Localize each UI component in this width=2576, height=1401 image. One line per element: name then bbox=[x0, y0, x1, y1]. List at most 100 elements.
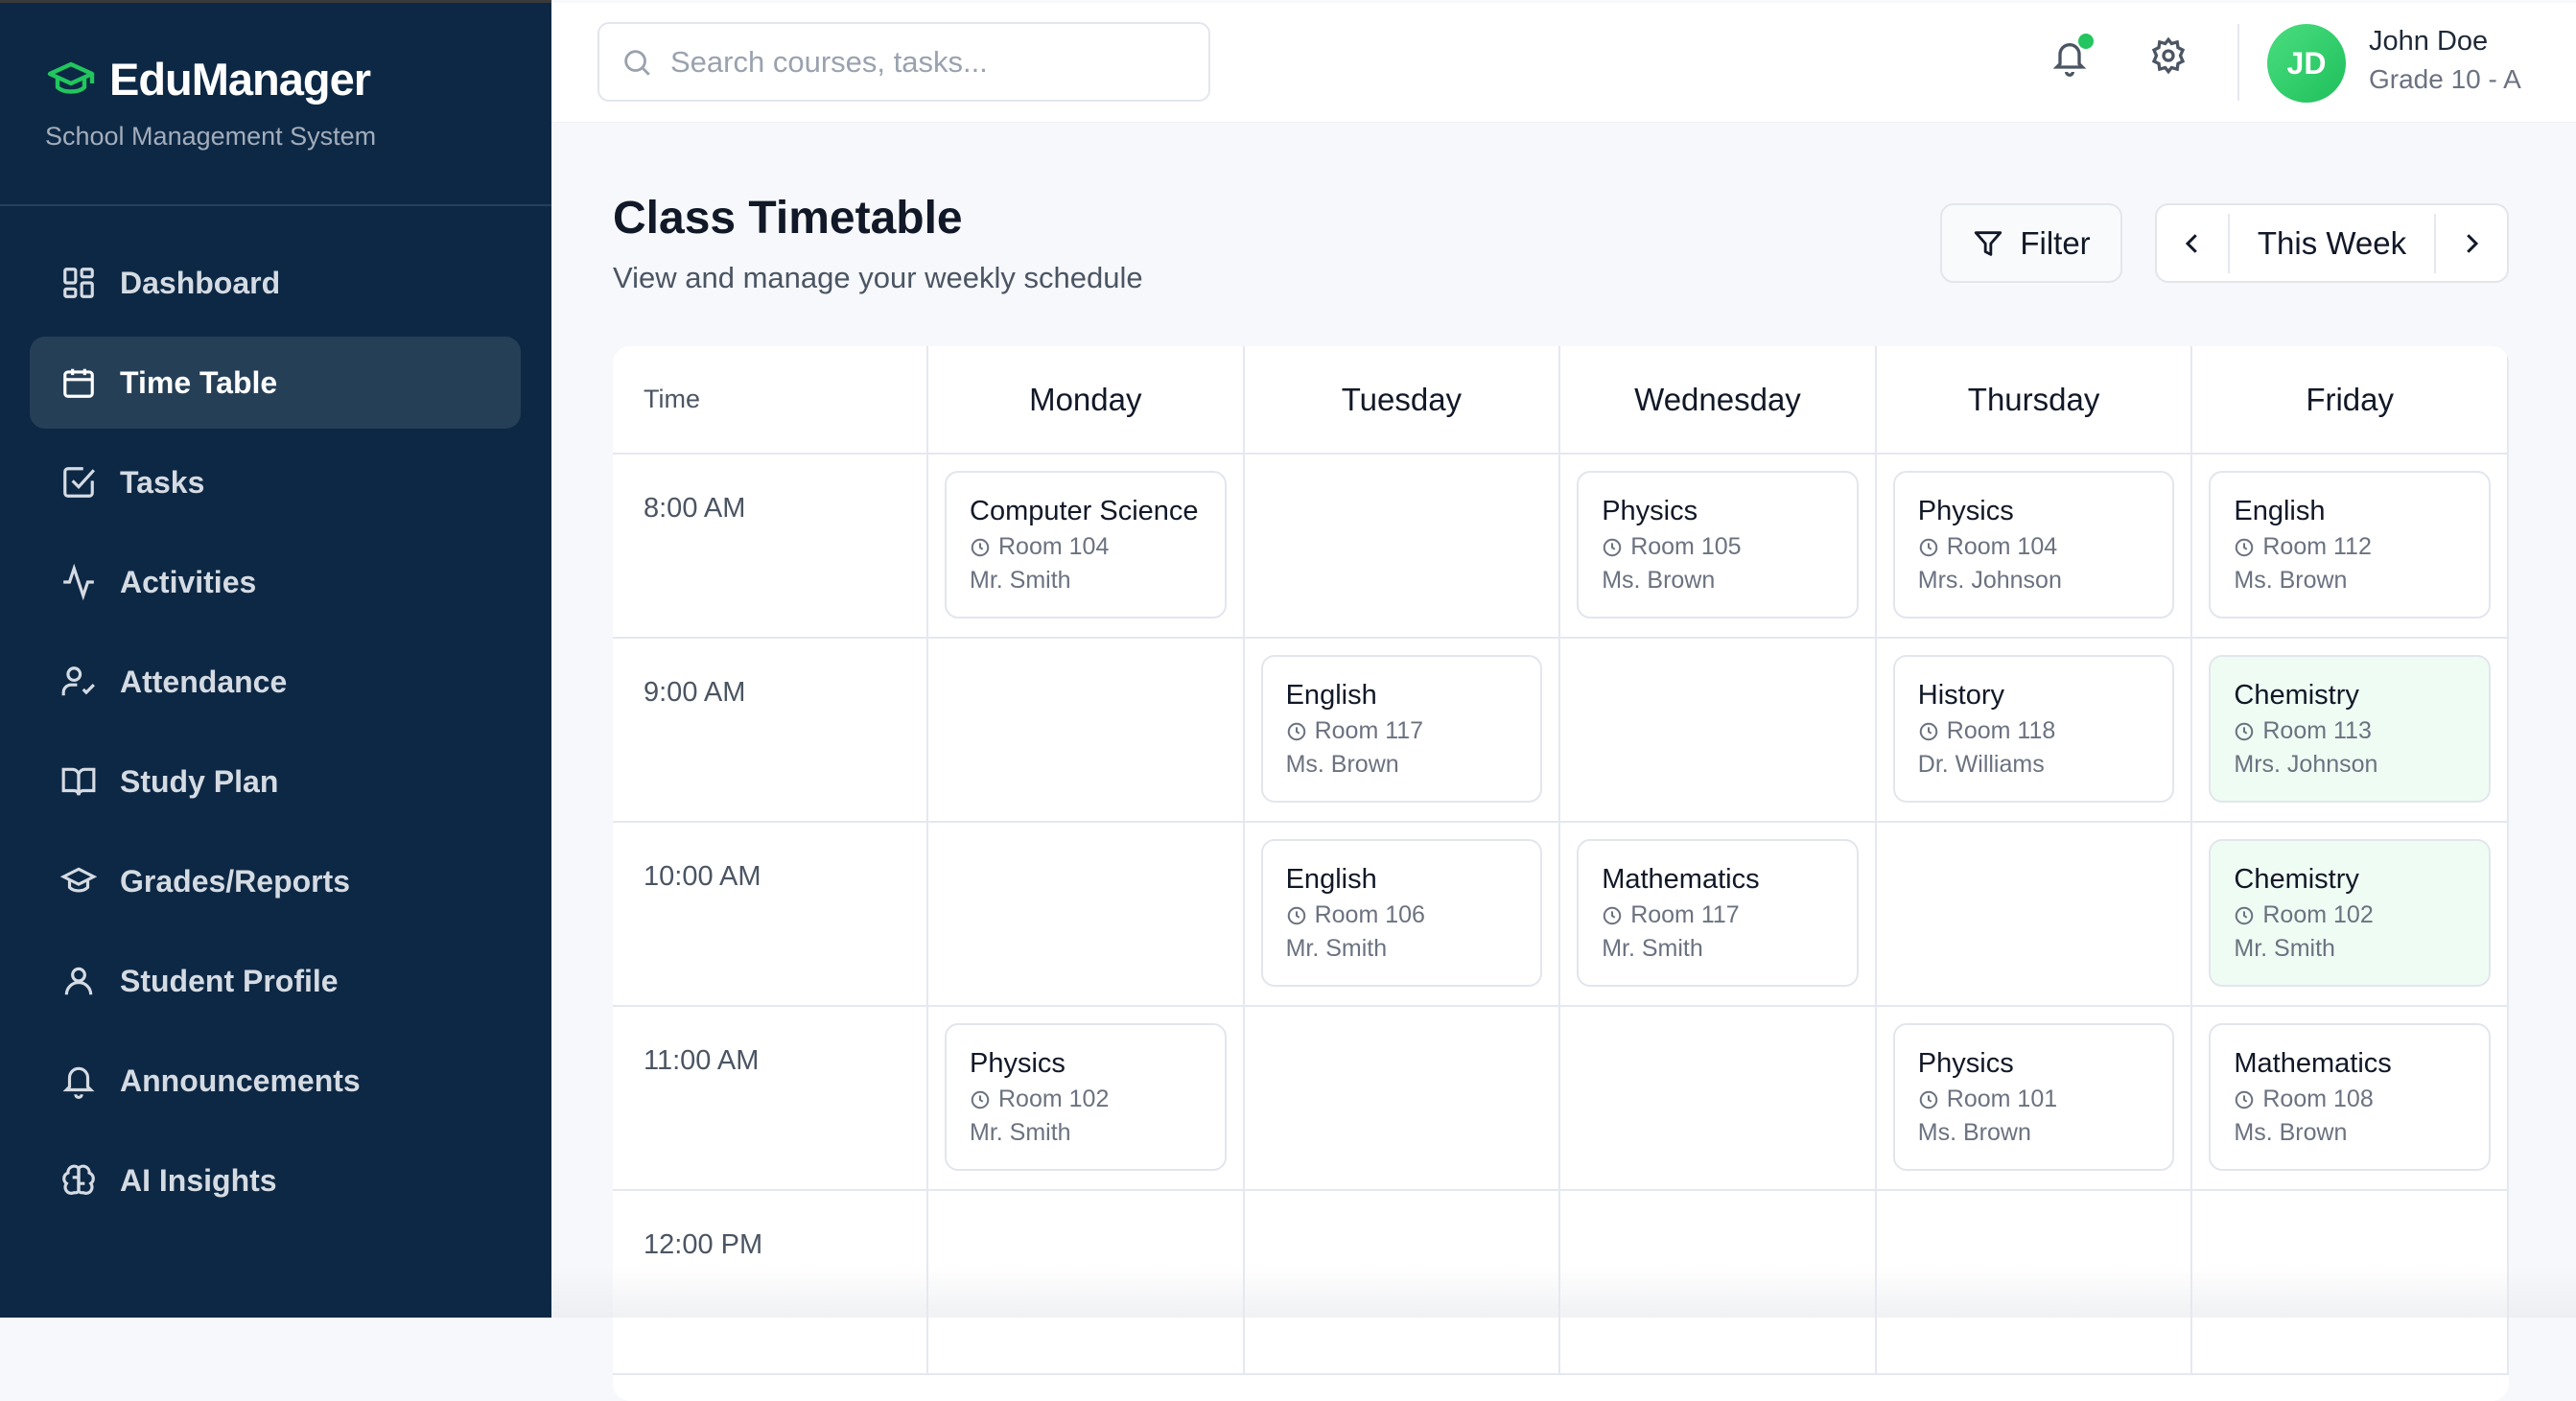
notifications-button[interactable] bbox=[2050, 34, 2094, 79]
class-card[interactable]: Mathematics Room 117 Mr. Smith bbox=[1577, 839, 1859, 987]
class-card[interactable]: Chemistry Room 113 Mrs. Johnson bbox=[2209, 655, 2491, 803]
class-card[interactable]: English Room 112 Ms. Brown bbox=[2209, 471, 2491, 619]
calendar-icon bbox=[63, 368, 94, 398]
class-room: Room 108 bbox=[2234, 1086, 2489, 1113]
settings-button[interactable] bbox=[2149, 36, 2191, 79]
class-subject: Physics bbox=[1602, 496, 1698, 526]
timetable-cell[interactable] bbox=[1560, 1007, 1877, 1189]
class-teacher: Mr. Smith bbox=[970, 567, 1071, 594]
class-subject: Mathematics bbox=[2234, 1048, 2392, 1079]
avatar[interactable]: JD bbox=[2267, 24, 2346, 103]
class-card[interactable]: Physics Room 101 Ms. Brown bbox=[1892, 1023, 2175, 1171]
time-label: 11:00 AM bbox=[613, 1007, 928, 1189]
timetable-cell: Physics Room 102 Mr. Smith bbox=[928, 1007, 1245, 1189]
sidebar-item-label: Student Profile bbox=[120, 963, 339, 998]
sidebar-item-announcements[interactable]: Announcements bbox=[30, 1035, 521, 1127]
room-label: Room 108 bbox=[2262, 1086, 2374, 1112]
bell-icon bbox=[2052, 43, 2087, 77]
class-card[interactable]: History Room 118 Dr. Williams bbox=[1892, 655, 2175, 803]
class-teacher: Ms. Brown bbox=[2234, 1119, 2348, 1146]
sidebar-item-student-profile[interactable]: Student Profile bbox=[30, 935, 521, 1027]
time-row: 8:00 AM Computer Science Room 104 Mr. Smith… bbox=[613, 455, 2509, 639]
time-row: 10:00 AM English Room 106 Mr. Smith Mathemat… bbox=[613, 823, 2509, 1007]
sidebar-item-time-table[interactable]: Time Table bbox=[30, 337, 521, 429]
class-room: Room 104 bbox=[970, 533, 1225, 561]
sidebar-item-attendance[interactable]: Attendance bbox=[30, 636, 521, 728]
week-label[interactable]: This Week bbox=[2228, 213, 2436, 273]
class-card[interactable]: Chemistry Room 102 Mr. Smith bbox=[2209, 839, 2491, 987]
next-week-button[interactable] bbox=[2436, 205, 2507, 281]
clock-icon bbox=[1603, 538, 1622, 556]
class-room: Room 113 bbox=[2234, 717, 2489, 745]
filter-button[interactable]: Filter bbox=[1940, 203, 2122, 283]
class-card[interactable]: Computer Science Room 104 Mr. Smith bbox=[945, 471, 1227, 619]
class-card[interactable]: Mathematics Room 108 Ms. Brown bbox=[2209, 1023, 2491, 1171]
class-card[interactable]: Physics Room 102 Mr. Smith bbox=[945, 1023, 1227, 1171]
sidebar-item-grades-reports[interactable]: Grades/Reports bbox=[30, 835, 521, 927]
clock-icon bbox=[1287, 906, 1305, 924]
class-room: Room 118 bbox=[1918, 717, 2173, 745]
class-room: Room 117 bbox=[1286, 717, 1541, 745]
room-label: Room 117 bbox=[1630, 901, 1740, 928]
search-box[interactable] bbox=[597, 22, 1210, 102]
class-room: Room 101 bbox=[1918, 1086, 2173, 1113]
previous-week-button[interactable] bbox=[2157, 205, 2228, 281]
sidebar-item-ai-insights[interactable]: AI Insights bbox=[30, 1134, 521, 1226]
class-card[interactable]: Physics Room 104 Mrs. Johnson bbox=[1892, 471, 2175, 619]
class-subject: English bbox=[1285, 864, 1377, 895]
graduation-cap-icon bbox=[60, 867, 97, 893]
class-room: Room 102 bbox=[970, 1086, 1225, 1113]
filter-icon bbox=[1975, 230, 2002, 256]
clock-icon bbox=[2236, 1090, 2254, 1109]
clock-icon bbox=[1919, 722, 1938, 740]
sidebar-item-dashboard[interactable]: Dashboard bbox=[30, 237, 521, 329]
sidebar-item-label: Time Table bbox=[120, 364, 278, 400]
logo[interactable]: EduManager bbox=[46, 53, 371, 105]
class-subject: Physics bbox=[1917, 496, 2014, 526]
timetable-cell: English Room 106 Mr. Smith bbox=[1245, 823, 1561, 1005]
timetable-cell[interactable] bbox=[1245, 1007, 1561, 1189]
class-teacher: Ms. Brown bbox=[1602, 567, 1716, 594]
room-label: Room 106 bbox=[1314, 901, 1425, 928]
sidebar-item-activities[interactable]: Activities bbox=[30, 536, 521, 628]
timetable-cell: English Room 112 Ms. Brown bbox=[2192, 455, 2509, 637]
class-teacher: Mr. Smith bbox=[970, 1119, 1071, 1146]
class-subject: English bbox=[1285, 680, 1377, 711]
page-title: Class Timetable bbox=[613, 193, 963, 244]
sidebar-item-label: Announcements bbox=[120, 1062, 361, 1098]
room-label: Room 113 bbox=[2262, 717, 2372, 744]
sidebar-item-label: Activities bbox=[120, 564, 257, 599]
timetable-cell[interactable] bbox=[928, 823, 1245, 1005]
bell-icon bbox=[62, 1066, 95, 1099]
room-label: Room 101 bbox=[1946, 1086, 2058, 1112]
day-header: Monday bbox=[928, 346, 1245, 453]
activity-icon bbox=[63, 564, 94, 600]
class-subject: History bbox=[1917, 680, 2005, 711]
timetable-cell[interactable] bbox=[1560, 639, 1877, 821]
class-card[interactable]: English Room 106 Mr. Smith bbox=[1260, 839, 1543, 987]
notification-dot bbox=[2078, 34, 2094, 49]
clock-icon bbox=[2236, 538, 2254, 556]
class-subject: Mathematics bbox=[1602, 864, 1760, 895]
class-subject: Physics bbox=[1917, 1048, 2014, 1079]
sidebar-item-study-plan[interactable]: Study Plan bbox=[30, 736, 521, 828]
class-teacher: Ms. Brown bbox=[1917, 1119, 2031, 1146]
class-teacher: Mrs. Johnson bbox=[1917, 567, 2062, 594]
user-name: John Doe bbox=[2369, 26, 2489, 57]
search-input[interactable] bbox=[670, 44, 1188, 80]
class-card[interactable]: Physics Room 105 Ms. Brown bbox=[1577, 471, 1859, 619]
timetable-cell[interactable] bbox=[928, 639, 1245, 821]
timetable-cell[interactable] bbox=[1877, 823, 2193, 1005]
room-label: Room 117 bbox=[1314, 717, 1424, 744]
sidebar-item-label: Study Plan bbox=[120, 763, 279, 799]
class-card[interactable]: English Room 117 Ms. Brown bbox=[1260, 655, 1543, 803]
timetable-cell: History Room 118 Dr. Williams bbox=[1877, 639, 2193, 821]
room-label: Room 104 bbox=[1946, 533, 2058, 560]
timetable-cell[interactable] bbox=[1245, 455, 1561, 637]
class-subject: English bbox=[2234, 496, 2326, 526]
week-navigator: This Week bbox=[2155, 203, 2509, 283]
room-label: Room 105 bbox=[1630, 533, 1742, 560]
timetable: Time Monday Tuesday Wednesday Thursday Friday… bbox=[613, 346, 2509, 1401]
sidebar-item-tasks[interactable]: Tasks bbox=[30, 436, 521, 528]
user-grade: Grade 10 - A bbox=[2369, 64, 2521, 94]
